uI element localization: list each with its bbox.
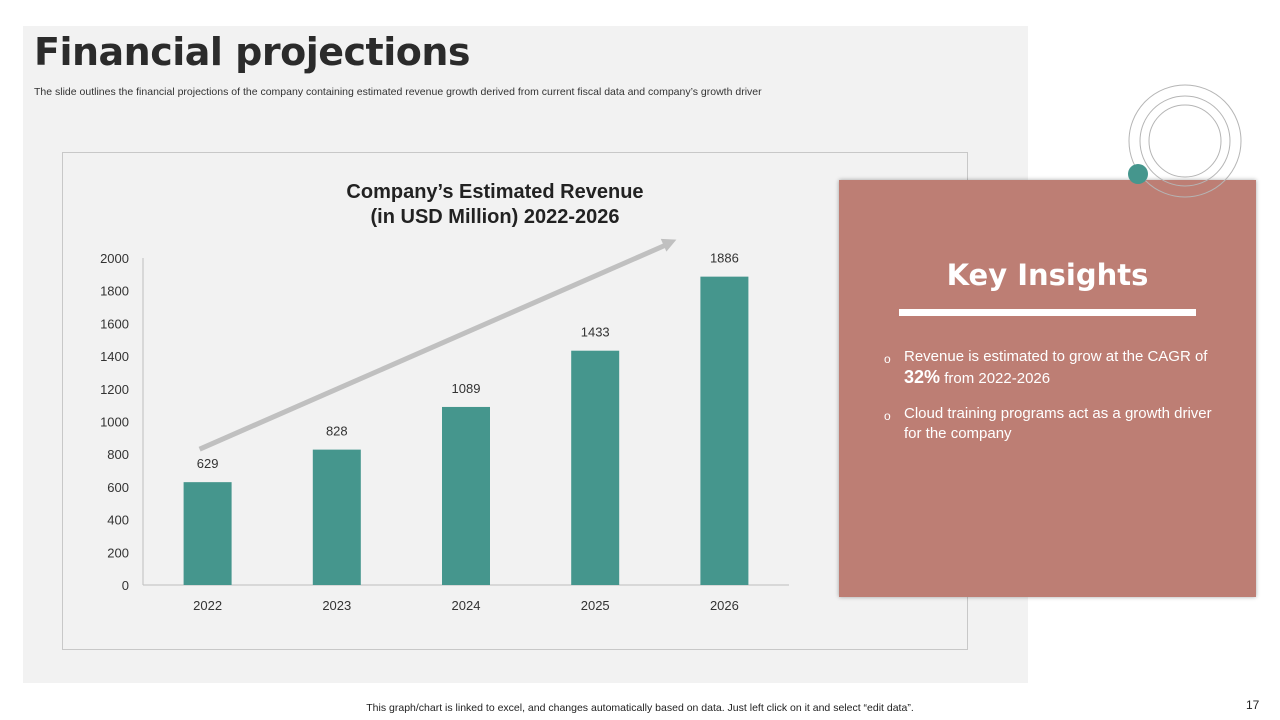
- data-label-2025: 1433: [581, 325, 610, 340]
- x-tick-label-2023: 2023: [322, 598, 351, 613]
- y-tick-label: 200: [107, 545, 129, 560]
- y-tick-label: 400: [107, 513, 129, 528]
- bar-2026: [700, 276, 749, 585]
- accent-dot: [1128, 164, 1148, 184]
- y-tick-label: 1000: [100, 415, 129, 430]
- x-tick-label-2022: 2022: [193, 598, 222, 613]
- data-label-2026: 1886: [710, 251, 739, 266]
- trend-arrow: [198, 243, 666, 452]
- y-tick-label: 2000: [100, 251, 129, 266]
- bar-2025: [571, 350, 620, 585]
- x-tick-label-2024: 2024: [452, 598, 481, 613]
- key-insights-card: [839, 180, 1256, 597]
- key-insights-title: Key Insights: [946, 258, 1149, 292]
- insight-bullet-cagr: o Revenue is estimated to grow at the CA…: [884, 347, 1224, 389]
- page-title: Financial projections: [34, 30, 471, 74]
- footnote: This graph/chart is linked to excel, and…: [366, 702, 914, 714]
- page-subtitle: The slide outlines the financial project…: [34, 86, 762, 98]
- x-tick-label-2025: 2025: [581, 598, 610, 613]
- insight-cagr-suffix: from 2022-2026: [940, 370, 1051, 387]
- y-tick-label: 1600: [100, 316, 129, 331]
- y-tick-label: 1400: [100, 349, 129, 364]
- bullet-circle-icon: o: [884, 409, 891, 423]
- decorative-circles: [1128, 84, 1242, 198]
- data-label-2024: 1089: [452, 381, 481, 396]
- y-tick-label: 1800: [100, 284, 129, 299]
- y-tick-label: 0: [122, 578, 129, 593]
- bullet-circle-icon: o: [884, 352, 891, 366]
- bar-2023: [312, 449, 361, 585]
- bar-2024: [442, 406, 490, 585]
- y-tick-label: 600: [107, 480, 129, 495]
- insight-cagr-prefix: Revenue is estimated to grow at the CAGR…: [904, 348, 1208, 365]
- insight-cagr-value: 32%: [904, 367, 941, 387]
- data-label-2022: 629: [197, 456, 219, 471]
- chart-title: Company’s Estimated Revenue (in USD Mill…: [62, 180, 928, 230]
- page-number: 17: [1246, 698, 1260, 712]
- data-label-2023: 828: [326, 424, 348, 439]
- chart-title-line2: (in USD Million) 2022-2026: [370, 206, 620, 228]
- y-tick-label: 1200: [100, 382, 129, 397]
- trend-arrow-head: [660, 238, 677, 252]
- insight-bullet-driver: o Cloud training programs act as a growt…: [884, 404, 1224, 444]
- x-tick-label-2026: 2026: [710, 598, 739, 613]
- bar-2022: [183, 482, 232, 585]
- chart-title-line1: Company’s Estimated Revenue: [346, 181, 644, 203]
- insight-driver-text: Cloud training programs act as a growth …: [904, 405, 1212, 442]
- key-insights-divider: [899, 309, 1196, 316]
- y-tick-label: 800: [107, 447, 129, 462]
